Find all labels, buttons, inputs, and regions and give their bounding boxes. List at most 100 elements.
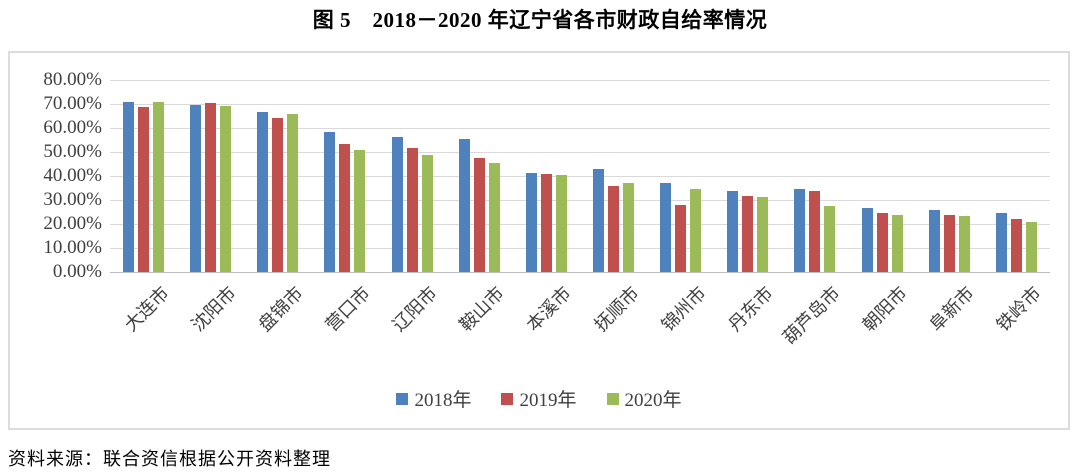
gridline — [110, 104, 1050, 105]
bar-2019年-阜新市 — [943, 214, 955, 272]
x-axis-category-text: 葫芦岛市 — [778, 282, 844, 348]
bar-group — [660, 182, 702, 272]
bar-group — [391, 136, 433, 272]
chart-legend: 2018年 2019年 2020年 — [10, 385, 1068, 412]
x-axis-category-text: 辽阳市 — [388, 282, 442, 336]
bar-2019年-抚顺市 — [608, 185, 620, 272]
source-note: 资料来源：联合资信根据公开资料整理 — [8, 449, 331, 469]
x-axis-category-text: 丹东市 — [724, 282, 777, 336]
plot-area: 80.00% 70.00% 60.00% 50.00% 40.00% 30.00% 20.0… — [43, 70, 1050, 348]
bar-2018年-朝阳市 — [861, 208, 873, 272]
x-axis-category-text: 本溪市 — [523, 282, 576, 336]
bar-group — [794, 189, 836, 272]
figure-title: 图 5 2018－2020 年辽宁省各市财政自给率情况 — [312, 8, 768, 32]
bar-group — [324, 132, 366, 272]
x-axis-category-text: 阜新市 — [925, 282, 979, 336]
bar-group — [257, 111, 299, 272]
y-axis-tick-label: 70.00% — [43, 93, 102, 114]
y-axis-tick-label: 20.00% — [43, 213, 102, 234]
bar-2020年-营口市 — [354, 150, 366, 272]
x-axis-category-text: 锦州市 — [657, 282, 710, 336]
bar-2020年-朝阳市 — [891, 215, 903, 272]
bar-group — [190, 102, 232, 272]
bar-2018年-葫芦岛市 — [794, 189, 806, 272]
bar-2019年-大连市 — [138, 107, 150, 272]
legend-swatch-icon — [501, 392, 514, 405]
gridline — [110, 80, 1050, 81]
y-axis-tick-label: 0.00% — [52, 261, 102, 282]
bar-2020年-丹东市 — [757, 196, 769, 272]
bar-2018年-铁岭市 — [995, 212, 1007, 272]
bar-2020年-大连市 — [153, 101, 165, 272]
gridline — [110, 128, 1050, 129]
bar-2020年-盘锦市 — [287, 114, 299, 272]
chart-frame: 80.00% 70.00% 60.00% 50.00% 40.00% 30.00% 20.0… — [8, 51, 1070, 430]
bar-2020年-阜新市 — [958, 215, 970, 272]
bar-2020年-辽阳市 — [421, 154, 433, 272]
bar-2019年-本溪市 — [540, 174, 552, 272]
bar-group — [727, 190, 769, 272]
bar-2020年-鞍山市 — [488, 163, 500, 272]
bar-2019年-盘锦市 — [272, 118, 284, 272]
bar-2018年-大连市 — [123, 102, 135, 272]
bar-2018年-辽阳市 — [391, 136, 403, 272]
bar-2019年-丹东市 — [742, 195, 754, 272]
legend-label: 2019年 — [519, 390, 577, 411]
y-axis-tick-label: 60.00% — [43, 117, 102, 138]
bar-2018年-鞍山市 — [458, 139, 470, 272]
bar-group — [928, 209, 970, 272]
bar-2019年-朝阳市 — [876, 213, 888, 272]
bar-group — [458, 139, 500, 272]
bar-2019年-葫芦岛市 — [809, 190, 821, 272]
legend-item-2020年: 2020年 — [606, 385, 682, 412]
bar-2018年-本溪市 — [525, 172, 537, 272]
y-axis-tick-label: 30.00% — [43, 189, 102, 210]
x-axis-category-text: 沈阳市 — [187, 282, 240, 336]
bar-2019年-沈阳市 — [205, 102, 217, 272]
bar-2020年-抚顺市 — [623, 182, 635, 272]
gridline — [110, 224, 1050, 225]
gridline — [110, 176, 1050, 177]
bar-2019年-营口市 — [339, 144, 351, 272]
bar-2018年-盘锦市 — [257, 111, 269, 272]
x-axis-category-text: 盘锦市 — [254, 282, 307, 336]
bar-2018年-抚顺市 — [593, 168, 605, 272]
legend-swatch-icon — [396, 392, 409, 405]
bar-2018年-锦州市 — [660, 182, 672, 272]
gridline — [110, 248, 1050, 249]
y-axis-tick-label: 80.00% — [43, 69, 102, 90]
legend-item-2018年: 2018年 — [396, 385, 471, 412]
bar-2020年-沈阳市 — [220, 105, 232, 272]
x-axis-category-text: 营口市 — [321, 282, 374, 336]
gridline — [110, 152, 1050, 153]
y-axis-tick-label: 40.00% — [43, 165, 102, 186]
bar-2020年-铁岭市 — [1025, 221, 1037, 272]
bar-group — [995, 212, 1037, 272]
bar-2018年-阜新市 — [928, 209, 940, 272]
bar-2019年-辽阳市 — [406, 147, 418, 272]
x-axis-category-text: 大连市 — [120, 282, 173, 336]
bar-2019年-鞍山市 — [473, 158, 485, 272]
bar-2018年-丹东市 — [727, 190, 739, 272]
bar-group — [123, 101, 165, 272]
x-axis-category-text: 抚顺市 — [590, 282, 643, 336]
bar-2020年-锦州市 — [690, 188, 702, 272]
bar-group — [593, 168, 635, 272]
bar-2020年-葫芦岛市 — [824, 205, 836, 272]
bar-groups — [110, 80, 1050, 272]
bar-2018年-沈阳市 — [190, 105, 202, 272]
x-axis-category-text: 铁岭市 — [993, 282, 1046, 336]
bar-group — [525, 172, 567, 272]
x-axis-category-text: 鞍山市 — [455, 282, 509, 336]
y-axis-tick-label: 10.00% — [43, 237, 102, 258]
bar-2019年-锦州市 — [675, 204, 687, 272]
gridline — [110, 200, 1050, 201]
y-axis-tick-label: 50.00% — [43, 141, 102, 162]
bar-2018年-营口市 — [324, 132, 336, 272]
x-axis-line — [110, 272, 1050, 273]
legend-label: 2018年 — [414, 390, 472, 411]
bar-group — [861, 208, 903, 272]
legend-swatch-icon — [606, 392, 619, 405]
bar-2020年-本溪市 — [555, 175, 567, 272]
legend-item-2019年: 2019年 — [501, 385, 577, 412]
